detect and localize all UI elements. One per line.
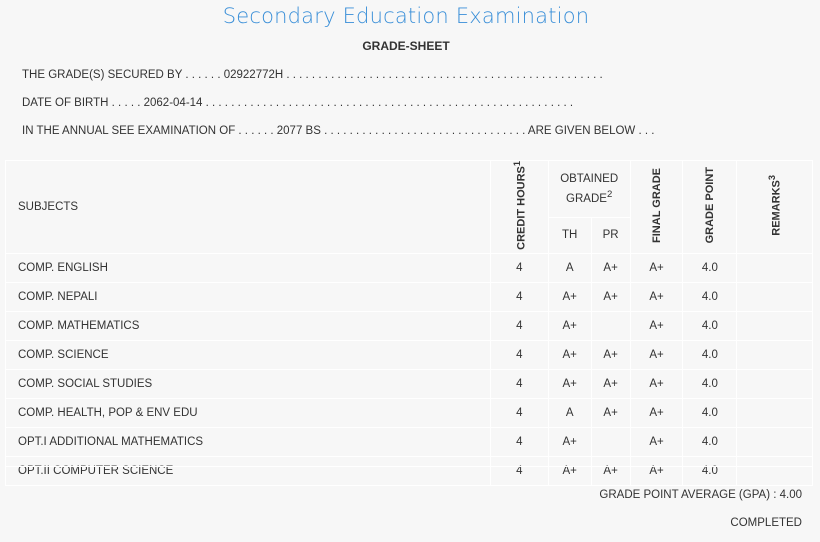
cell-th: A+	[547, 368, 592, 399]
exam-year-line: IN THE ANNUAL SEE EXAMINATION OF . . . .…	[22, 125, 655, 137]
cell-th: A	[547, 397, 592, 428]
cell-gp: 4.0	[682, 368, 738, 399]
table-row: COMP. ENGLISH 4 A A+ A+ 4.0	[5, 252, 813, 283]
cell-remarks	[736, 339, 813, 370]
cell-subject: OPT.II COMPUTER SCIENCE	[5, 455, 491, 486]
cell-remarks	[736, 397, 813, 428]
exam-title: Secondary Education Examination	[222, 4, 590, 28]
cell-final: A+	[629, 281, 684, 312]
cell-remarks	[736, 310, 813, 341]
date-of-birth-line: DATE OF BIRTH . . . . . 2062-04-14 . . .…	[22, 97, 574, 109]
cell-remarks	[736, 281, 813, 312]
cell-final: A+	[629, 397, 684, 428]
cell-gp: 4.0	[682, 281, 738, 312]
cell-credit: 4	[489, 310, 549, 341]
cell-final: A+	[629, 368, 684, 399]
cell-subject: COMP. HEALTH, POP & ENV EDU	[5, 397, 491, 428]
cell-th: A+	[547, 281, 592, 312]
table-row: COMP. SOCIAL STUDIES 4 A+ A+ A+ 4.0	[5, 368, 813, 399]
completion-status: COMPLETED	[730, 517, 802, 529]
cell-gp: 4.0	[682, 455, 738, 486]
cell-final: A+	[629, 455, 684, 486]
cell-credit: 4	[489, 339, 549, 370]
table-row: COMP. NEPALI 4 A+ A+ A+ 4.0	[5, 281, 813, 312]
cell-final: A+	[629, 310, 684, 341]
secured-by-line: THE GRADE(S) SECURED BY . . . . . . 0292…	[22, 69, 603, 81]
gpa-text: GRADE POINT AVERAGE (GPA) : 4.00	[599, 489, 802, 501]
cell-gp: 4.0	[682, 310, 738, 341]
table-row: OPT.I ADDITIONAL MATHEMATICS 4 A+ A+ 4.0	[5, 426, 813, 457]
col-credit-hours: CREDIT HOURS1	[489, 160, 549, 254]
cell-remarks	[736, 426, 813, 457]
cell-gp: 4.0	[682, 426, 738, 457]
cell-subject: COMP. NEPALI	[5, 281, 491, 312]
col-final-grade: FINAL GRADE	[629, 160, 684, 254]
cell-gp: 4.0	[682, 339, 738, 370]
cell-credit: 4	[489, 252, 549, 283]
cell-credit: 4	[489, 281, 549, 312]
cell-remarks	[736, 368, 813, 399]
cell-pr: A+	[590, 368, 631, 399]
cell-th: A+	[547, 426, 592, 457]
cell-subject: COMP. ENGLISH	[5, 252, 491, 283]
col-subjects: SUBJECTS	[5, 160, 491, 254]
cell-th: A+	[547, 310, 592, 341]
cell-remarks	[736, 252, 813, 283]
grades-table: SUBJECTS CREDIT HOURS1 OBTAINED GRADE2 F…	[5, 160, 813, 486]
cell-subject: COMP. SOCIAL STUDIES	[5, 368, 491, 399]
cell-gp: 4.0	[682, 252, 738, 283]
grade-sheet-heading: GRADE-SHEET	[362, 39, 450, 53]
summary-section	[5, 466, 813, 542]
cell-pr	[590, 426, 631, 457]
cell-pr: A+	[590, 455, 631, 486]
cell-th: A+	[547, 339, 592, 370]
cell-pr: A+	[590, 281, 631, 312]
cell-credit: 4	[489, 397, 549, 428]
cell-th: A	[547, 252, 592, 283]
col-obtained-grade: OBTAINED GRADE2	[547, 160, 631, 218]
cell-subject: COMP. SCIENCE	[5, 339, 491, 370]
cell-gp: 4.0	[682, 397, 738, 428]
cell-final: A+	[629, 339, 684, 370]
table-row: OPT.II COMPUTER SCIENCE 4 A+ A+ A+ 4.0	[5, 455, 813, 486]
cell-pr: A+	[590, 339, 631, 370]
cell-subject: OPT.I ADDITIONAL MATHEMATICS	[5, 426, 491, 457]
col-grade-point: GRADE POINT	[682, 160, 738, 254]
cell-credit: 4	[489, 455, 549, 486]
table-row: COMP. SCIENCE 4 A+ A+ A+ 4.0	[5, 339, 813, 370]
col-remarks: REMARKS3	[736, 160, 813, 254]
col-pr: PR	[590, 216, 631, 254]
table-row: COMP. MATHEMATICS 4 A+ A+ 4.0	[5, 310, 813, 341]
cell-final: A+	[629, 426, 684, 457]
cell-final: A+	[629, 252, 684, 283]
col-th: TH	[547, 216, 592, 254]
cell-subject: COMP. MATHEMATICS	[5, 310, 491, 341]
cell-credit: 4	[489, 426, 549, 457]
table-row: COMP. HEALTH, POP & ENV EDU 4 A A+ A+ 4.0	[5, 397, 813, 428]
cell-remarks	[736, 455, 813, 486]
cell-pr: A+	[590, 252, 631, 283]
cell-pr: A+	[590, 397, 631, 428]
cell-pr	[590, 310, 631, 341]
cell-credit: 4	[489, 368, 549, 399]
